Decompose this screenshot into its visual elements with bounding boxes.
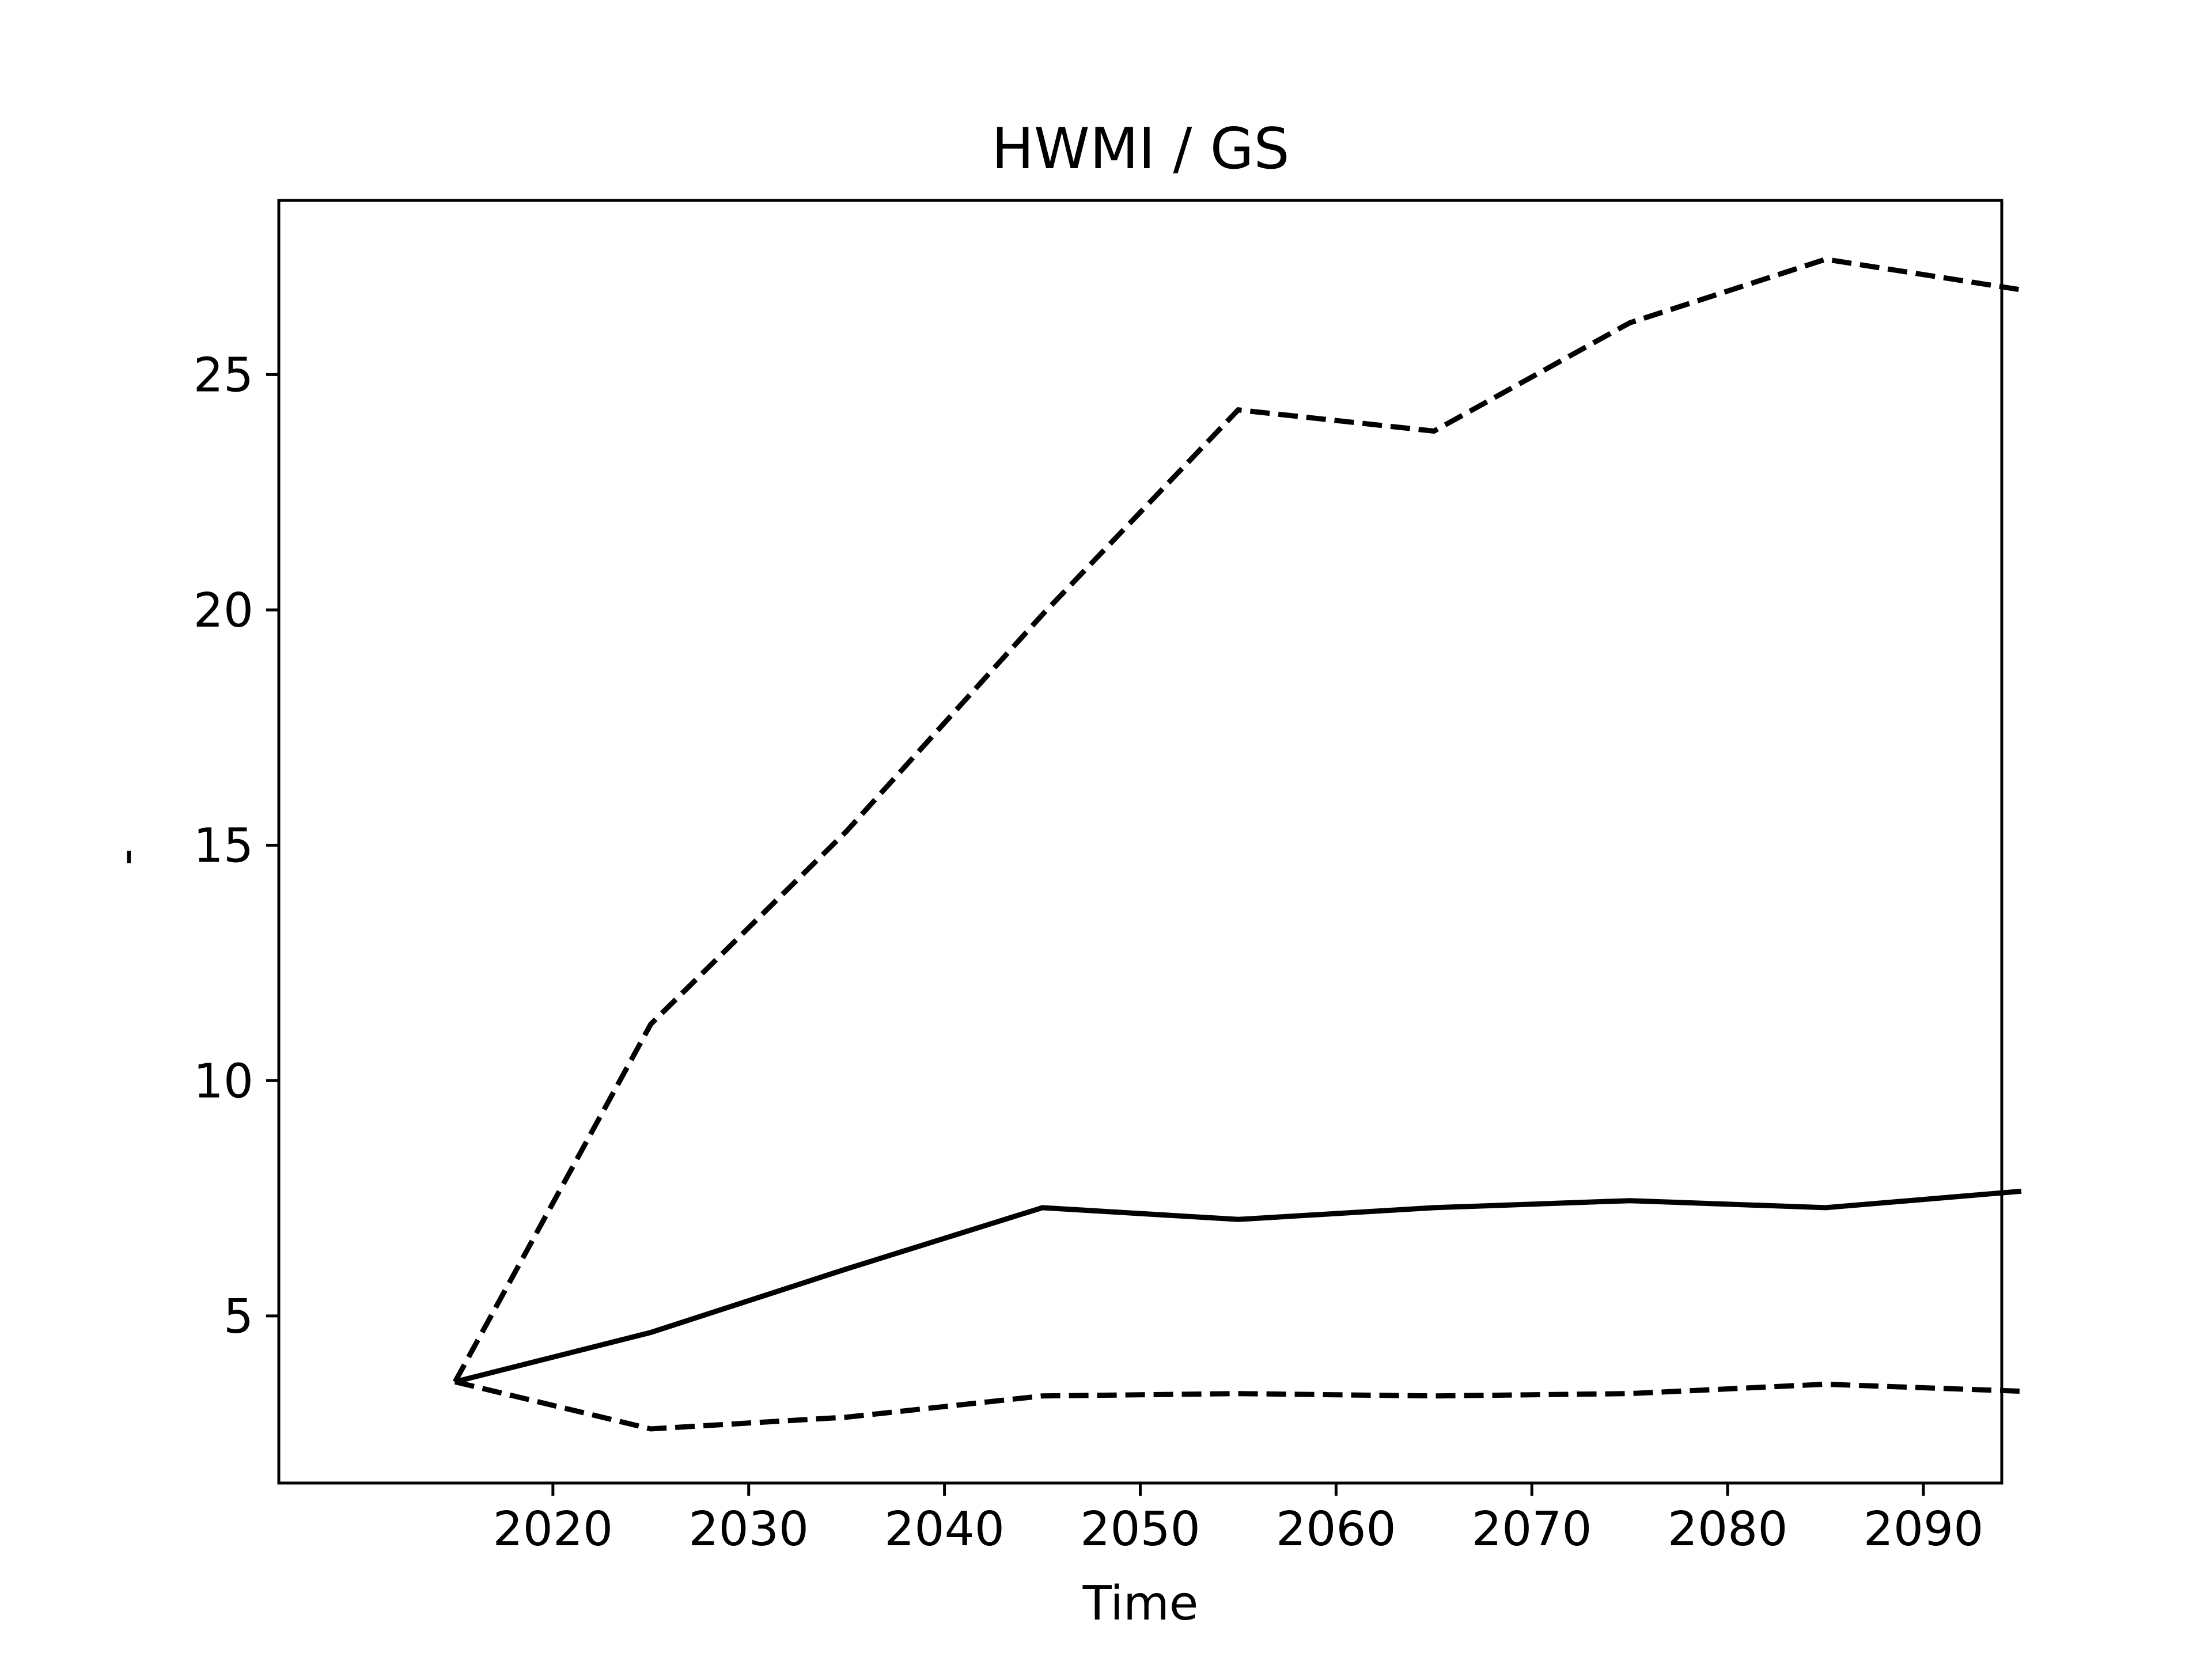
y-tick-label-10: 10 — [194, 1054, 253, 1109]
y-tick-label-15: 15 — [194, 819, 253, 874]
y-tick-label-25: 25 — [194, 348, 253, 403]
plot-area: 2020 2030 2040 2050 2060 2070 2080 2090 5 10 15 20 2… — [194, 199, 2022, 1557]
x-tick-label-2040: 2040 — [884, 1502, 1005, 1557]
x-tick-label-2030: 2030 — [688, 1502, 809, 1557]
chart-title: HWMI / GS — [991, 116, 1290, 182]
series-line-2 — [452, 256, 2022, 1383]
x-tick-label-2070: 2070 — [1472, 1502, 1592, 1557]
series-line-3 — [454, 1379, 2022, 1432]
x-tick-label-2080: 2080 — [1668, 1502, 1788, 1557]
x-tick-label-2060: 2060 — [1276, 1502, 1396, 1557]
y-tick-label-5: 5 — [224, 1290, 253, 1344]
x-tick-label-2050: 2050 — [1080, 1502, 1200, 1557]
y-tick-label-20: 20 — [194, 583, 253, 638]
x-tick-label-2020: 2020 — [493, 1502, 613, 1557]
series-line-1 — [454, 1188, 2022, 1385]
x-axis-label: Time — [1082, 1576, 1199, 1631]
y-axis-label: - — [99, 848, 153, 866]
x-tick-label-2090: 2090 — [1863, 1502, 1984, 1557]
